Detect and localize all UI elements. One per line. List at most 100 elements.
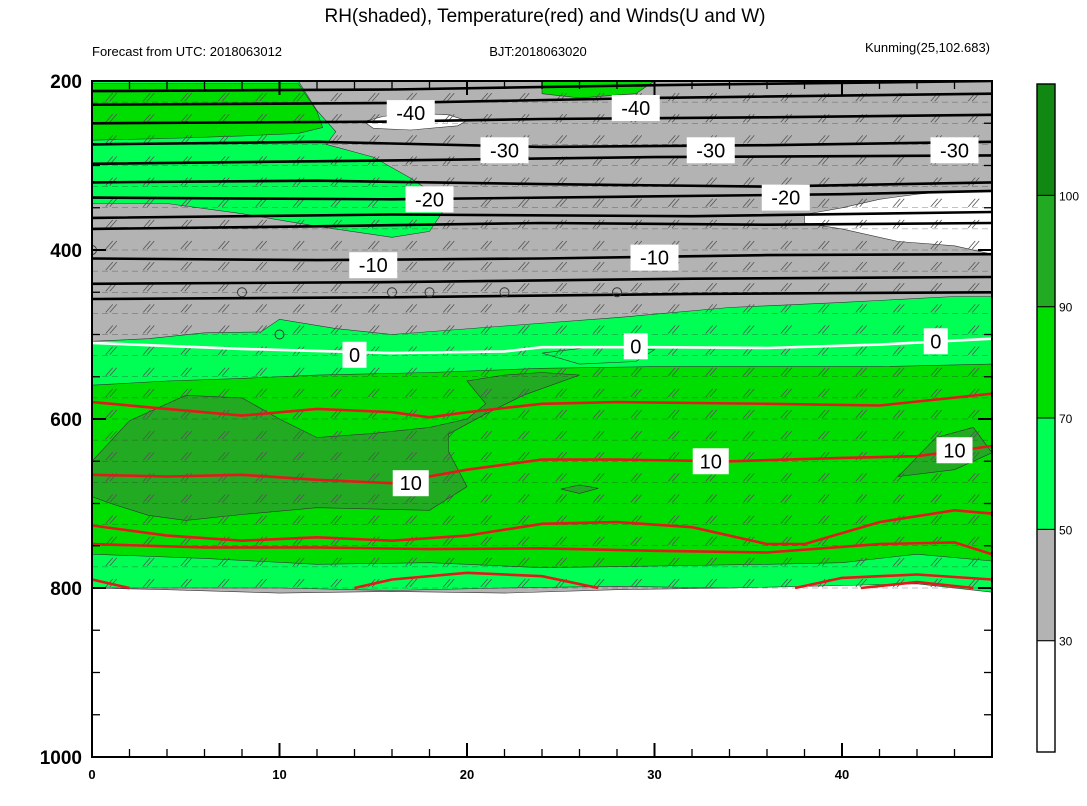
wind-barb-326 — [817, 198, 826, 208]
wind-barb-582 — [217, 325, 226, 334]
wind-barb-868 — [180, 451, 189, 461]
isotherm-red-0 — [92, 392, 992, 419]
wind-barb-998 — [817, 494, 826, 503]
wind-barb-231 — [821, 156, 830, 165]
wind-barb-541 — [334, 304, 343, 313]
rh-region-green-2 — [92, 83, 323, 141]
wind-barb-1116 — [330, 557, 339, 567]
wind-barb-434 — [142, 261, 151, 271]
wind-barb-625 — [109, 346, 118, 355]
wind-barb-875 — [296, 451, 305, 461]
isotherm-black-2 — [92, 113, 992, 125]
wind-barb-795 — [596, 409, 605, 419]
wind-barb-17 — [410, 72, 417, 80]
wind-barb-180 — [780, 135, 789, 144]
wind-barb-806 — [817, 409, 826, 419]
wind-barb-521 — [859, 282, 868, 292]
wind-barb-854 — [817, 430, 826, 440]
wind-barb-1001 — [859, 494, 868, 503]
wind-barb-829 — [334, 430, 343, 440]
wind-barb-794 — [592, 409, 601, 419]
wind-barb-609 — [709, 325, 718, 334]
wind-barb-594 — [442, 325, 451, 334]
wind-barb-232 — [855, 156, 864, 165]
wind-barb-1083 — [596, 536, 605, 546]
wind-barb-949 — [784, 473, 793, 482]
wind-barb-439 — [221, 261, 230, 271]
wind-barb-1031 — [521, 515, 530, 524]
wind-barb-63 — [371, 92, 380, 102]
wind-barb-1023 — [371, 515, 380, 524]
wind-barb-746 — [592, 388, 601, 398]
wind-barb-598 — [517, 325, 526, 334]
isotherm-black-8 — [92, 221, 992, 231]
wind-barb-536 — [255, 304, 264, 313]
wind-barb-570 — [892, 304, 901, 313]
wind-barb-800 — [705, 409, 714, 419]
wind-barb-44 — [931, 72, 938, 80]
wind-barb-725 — [184, 388, 193, 398]
wind-barb-987 — [596, 494, 605, 503]
wind-barb-229 — [784, 156, 793, 165]
wind-barb-289 — [109, 198, 118, 208]
wind-barb-55 — [221, 92, 230, 102]
wind-barb-973 — [334, 494, 343, 503]
wind-barb-815 — [971, 409, 980, 419]
wind-barb-676 — [180, 367, 189, 377]
wind-barb-1117 — [334, 557, 343, 567]
wind-barb-18 — [443, 72, 450, 80]
wind-barb-319 — [671, 198, 680, 208]
wind-barb-722 — [142, 388, 151, 398]
contour-label-zero-1: 0 — [630, 336, 641, 358]
contour-label-red-1-0-bg — [392, 470, 429, 497]
wind-barb-899 — [746, 451, 755, 461]
wind-barb-821 — [184, 430, 193, 440]
wind-barb-584 — [255, 325, 264, 334]
wind-barb-734 — [367, 388, 376, 398]
wind-barb-960 — [105, 494, 114, 503]
wind-barb-673 — [109, 367, 118, 377]
wind-barb-491 — [296, 282, 305, 292]
wind-barb-670 — [967, 346, 976, 355]
wind-barb-1025 — [409, 515, 418, 524]
wind-barb-314 — [592, 198, 601, 208]
wind-barb-995 — [746, 494, 755, 503]
wind-barb-1004 — [930, 494, 939, 503]
wind-barb-952 — [855, 473, 864, 482]
wind-barb-1131 — [596, 557, 605, 567]
contour-label-black-0-bg — [386, 100, 435, 127]
wind-barb-942 — [667, 473, 676, 482]
wind-barb-544 — [405, 304, 414, 313]
wind-barb-817 — [109, 430, 118, 440]
wind-barb-512 — [705, 282, 714, 292]
wind-barb-295 — [221, 198, 230, 208]
x-tick-label-20: 20 — [460, 767, 474, 782]
wind-barb-433 — [109, 261, 118, 271]
wind-barb-970 — [292, 494, 301, 503]
wind-barb-780 — [330, 409, 339, 419]
wind-barb-534 — [217, 304, 226, 313]
wind-barb-694 — [517, 367, 526, 377]
wind-barb-309 — [484, 198, 493, 208]
contour-label-black-3-bg — [686, 137, 735, 164]
wind-barb-1127 — [521, 557, 530, 567]
wind-barb-1112 — [255, 557, 264, 567]
wind-barb-556 — [630, 304, 639, 313]
wind-barb-509 — [634, 282, 643, 292]
wind-barb-752 — [705, 388, 714, 398]
wind-barb-619 — [896, 325, 905, 334]
wind-barb-864 — [105, 451, 114, 461]
wind-barb-407 — [521, 240, 530, 250]
y-tick-label-400: 400 — [50, 241, 82, 262]
wind-barb-1175 — [521, 578, 530, 588]
wind-barb-1199 — [971, 578, 980, 588]
wind-barb-27 — [597, 72, 604, 80]
wind-barb-933 — [484, 473, 493, 482]
wind-barb-1108 — [180, 557, 189, 567]
wind-barb-99 — [146, 113, 155, 123]
wind-barb-517 — [784, 282, 793, 292]
wind-barb-506 — [592, 282, 601, 292]
wind-barb-1151 — [971, 557, 980, 567]
wind-barb-836 — [480, 430, 489, 440]
wind-barb-1110 — [217, 557, 226, 567]
